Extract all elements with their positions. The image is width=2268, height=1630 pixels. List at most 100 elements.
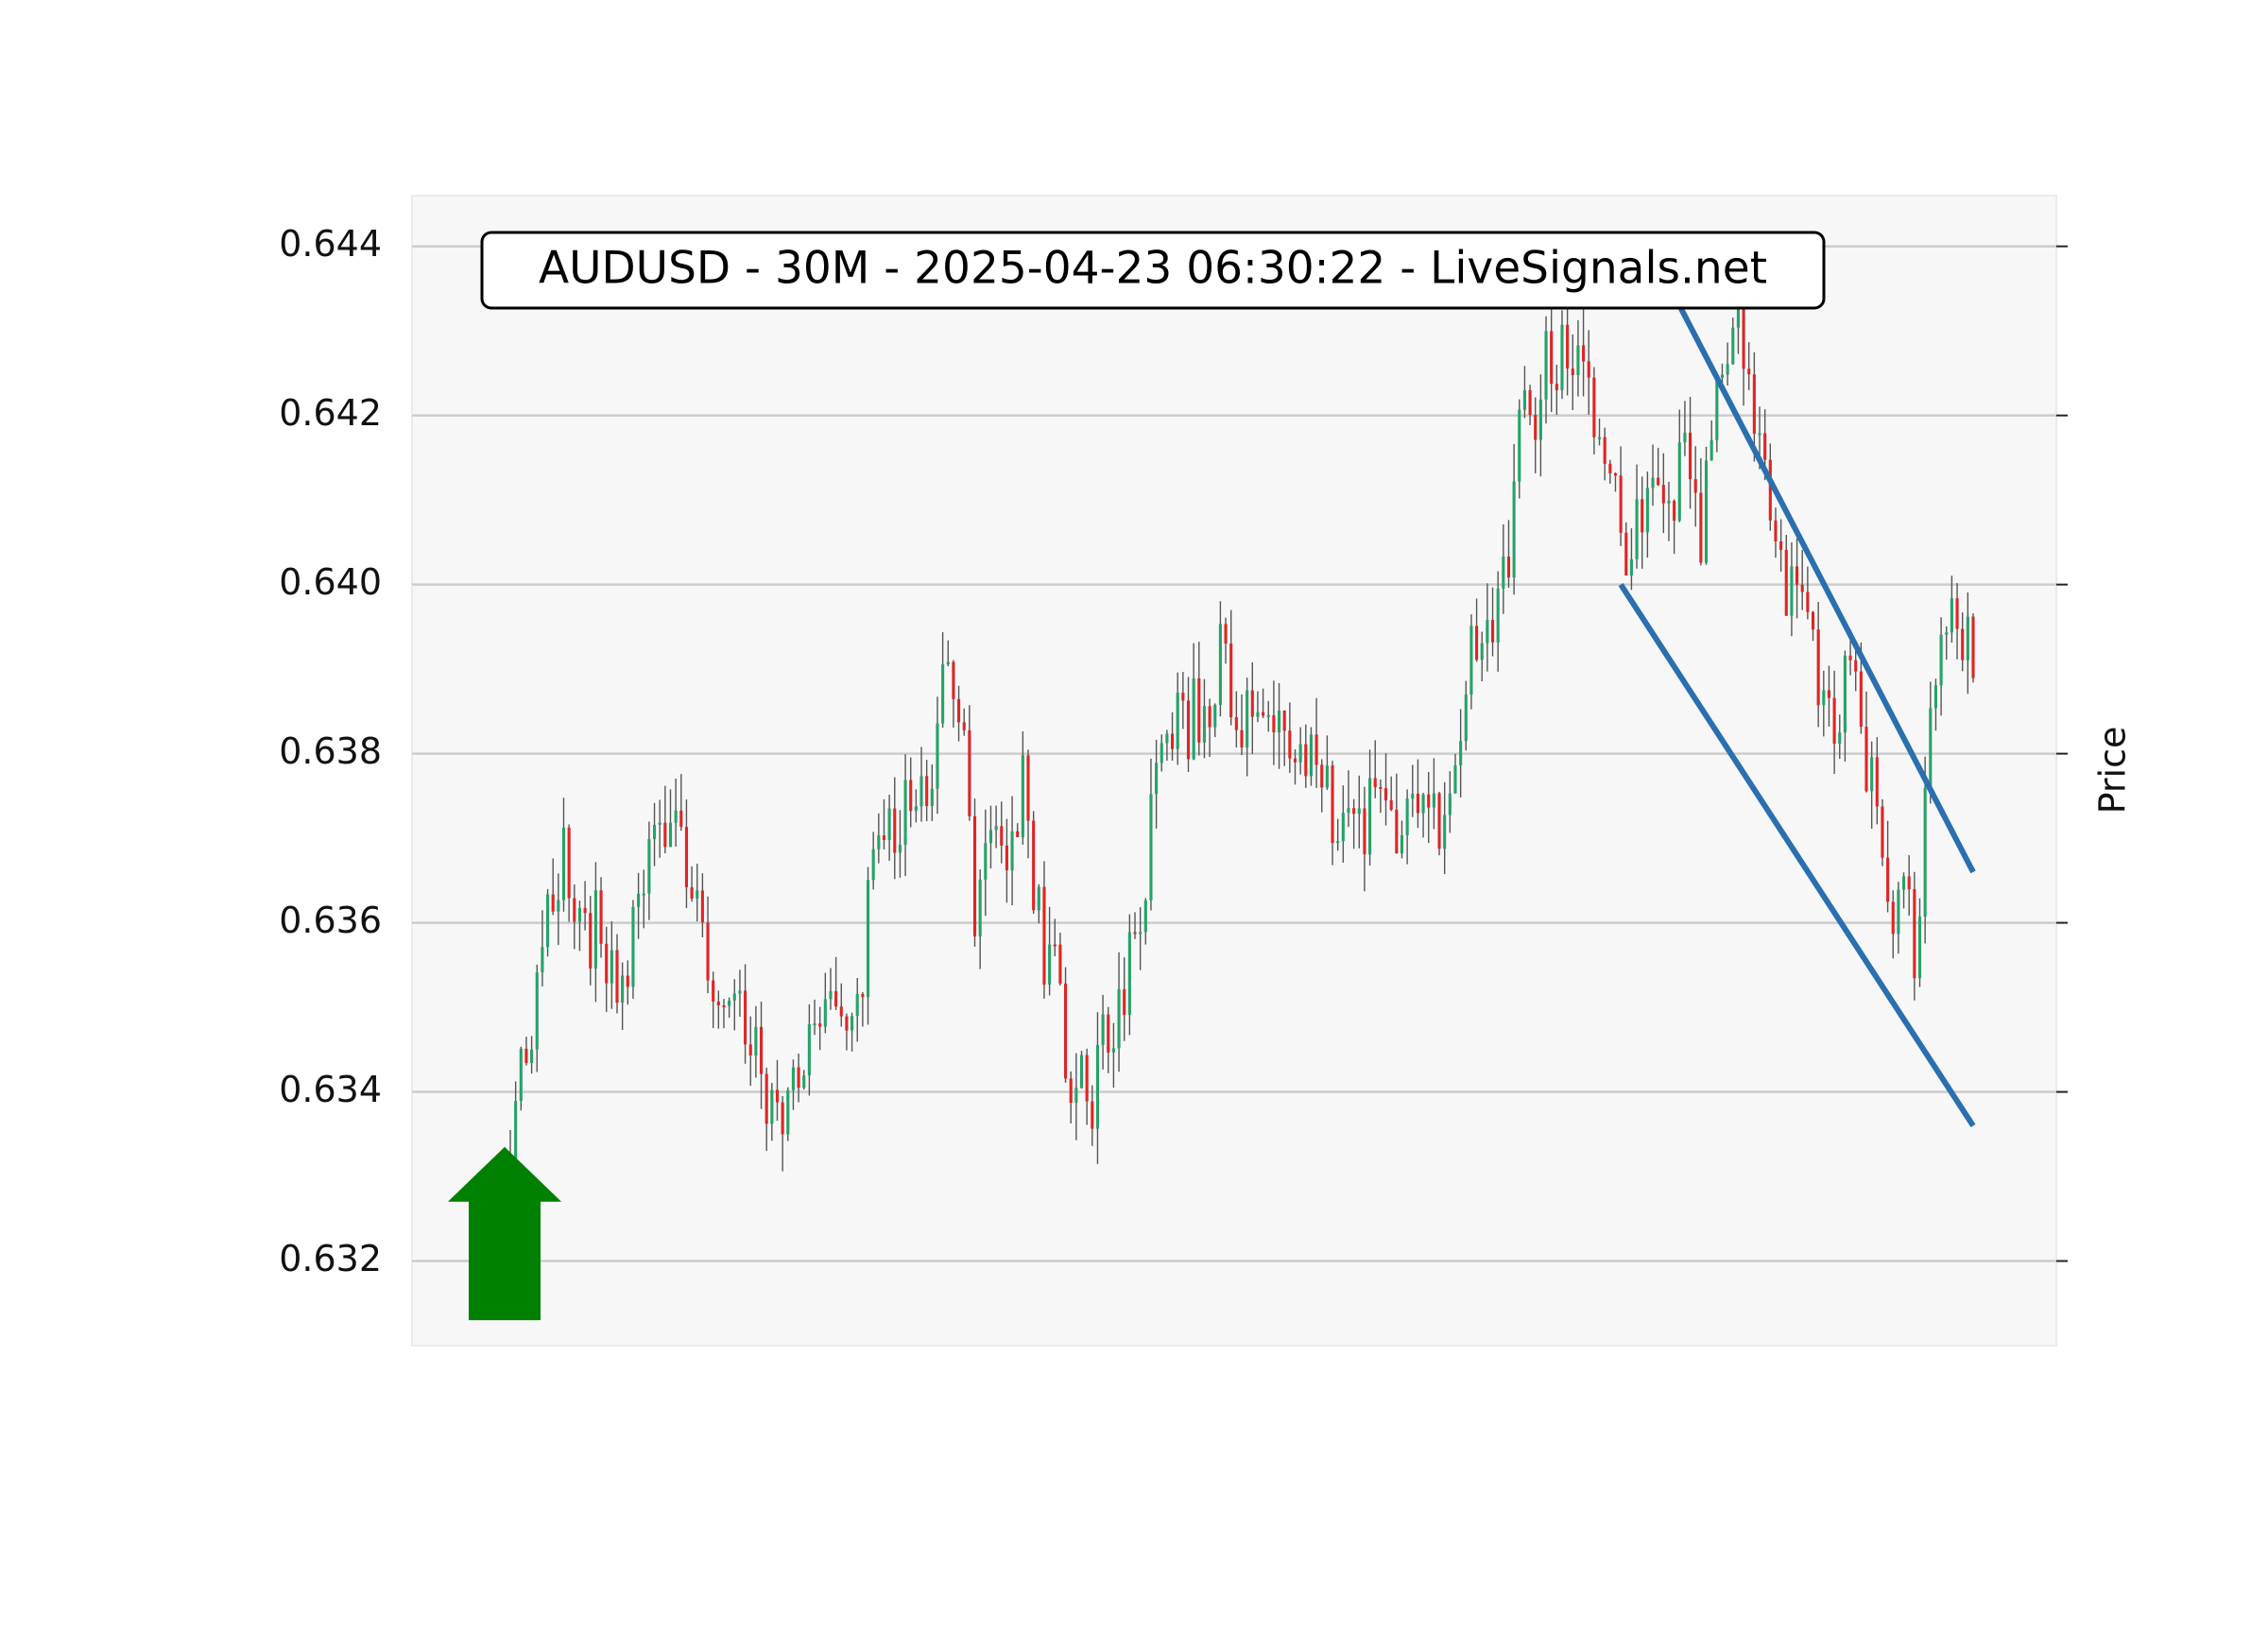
candle-body [519,1048,523,1102]
candle-body [946,661,950,665]
candle-body [1464,695,1468,742]
chart-title-frame [480,231,1826,310]
candle-body [642,893,645,896]
candle-body [1032,820,1036,911]
candle-body [631,906,635,987]
candle-body [530,1049,534,1063]
candle-body [1704,460,1709,563]
candle-body [988,830,993,844]
candle-body [984,843,988,880]
candle-body [1133,932,1137,935]
candle-body [1939,634,1943,686]
candle-body [941,664,945,724]
candle-body [1961,628,1965,661]
candle-body [1111,1048,1115,1053]
candle-body [1758,433,1761,436]
candle-body [1571,369,1574,375]
candle-body [1475,626,1479,661]
candle-body [823,999,827,1027]
candle-body [1645,488,1649,533]
y-tick-label: 0.634 [279,1069,382,1110]
candle-body [1592,377,1596,438]
candle-body [1699,492,1703,563]
candle-body [1389,799,1393,810]
candle-body [1768,459,1772,521]
candle-body [610,950,613,984]
candle-body [1715,377,1719,440]
candle-body [1555,384,1558,390]
candle-body [1859,671,1863,728]
candle-body [962,722,966,730]
candle-body [1902,876,1906,890]
candle-body [1560,324,1564,390]
candle-body [1256,712,1260,717]
candle-body [1192,678,1195,760]
candle-body [1667,501,1671,504]
buy-arrow-icon [448,1146,561,1321]
candle-body [599,890,603,944]
candle-body [1971,616,1975,678]
candle-body [1288,730,1292,759]
candle-body [557,900,560,912]
candle-body [1528,390,1532,416]
candle-body [968,729,971,816]
candle-body [1790,566,1794,616]
candle-body [1816,629,1820,706]
candle-body [1576,345,1580,375]
candle-body [1624,532,1628,576]
candle-body [1095,1044,1100,1129]
candle-body [978,879,982,937]
candle-body [1107,1014,1110,1053]
candle-body [1229,643,1233,718]
candle-body [1689,432,1692,480]
candle-body [1448,793,1452,815]
candle-body [925,776,929,806]
candle-body [1945,632,1949,635]
candle-body [1506,557,1511,578]
candle-body [1796,566,1799,585]
candle-body [1186,700,1191,760]
candle-body [1848,655,1852,661]
candle-body [1955,598,1959,629]
candle-body [679,810,683,828]
candle-body [1933,685,1938,709]
candle-body [1923,787,1927,917]
candle-body [1218,624,1222,705]
y-tick-label: 0.642 [279,392,382,434]
candle-body [1838,732,1842,745]
candle-body [1016,831,1020,837]
candle-body [637,893,641,907]
candle-body [1085,1055,1089,1102]
candle-body [1657,477,1660,486]
candle-body [1629,558,1633,576]
candle-body [850,1016,854,1031]
candle-body [765,1073,768,1124]
chart-title-box: AUDUSD - 30M - 2025-04-23 06:30:22 - Liv… [480,231,1826,310]
candle-body [690,886,694,899]
candle-body [759,1026,764,1074]
candle-body [732,993,736,1001]
candle-body [1400,834,1404,854]
candle-body [1641,499,1644,533]
candle-body [861,993,865,998]
candle-body [914,806,918,812]
candle-body [1774,520,1778,541]
plot-background [411,195,2057,1347]
candle-body [1165,733,1169,744]
candle-body [1538,399,1542,440]
candle-body [1155,763,1159,795]
candle-body [1929,708,1933,788]
candle-body [893,808,897,853]
candle-body [1037,886,1040,911]
candle-body [684,827,688,887]
candle-body [1843,655,1847,733]
candle-body [839,1006,843,1017]
candle-body [541,947,544,973]
candle-body [1661,485,1665,504]
candle-body [621,975,625,1004]
candle-body [1469,626,1473,695]
candle-body [700,890,704,923]
candle-body [1000,826,1004,846]
candle-body [952,661,955,699]
